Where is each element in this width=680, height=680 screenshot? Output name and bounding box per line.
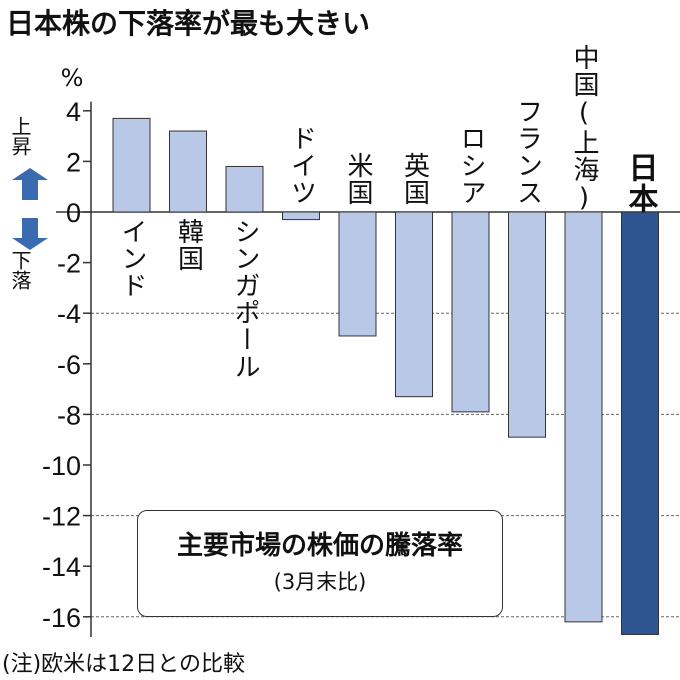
y-tick-label: 0 (66, 198, 81, 228)
footnote: (注)欧米は12日との比較 (2, 652, 245, 677)
category-label: 中国(上海) (569, 44, 599, 214)
down-label: 下落 (8, 250, 32, 290)
y-tick-label: 2 (66, 147, 81, 177)
y-unit-label: % (61, 64, 84, 92)
chart-title: 日本株の下落率が最も大きい (6, 7, 371, 40)
legend-title: 主要市場の株価の騰落率 (176, 531, 463, 561)
y-tick-label: -12 (42, 502, 81, 532)
y-tick-label: -4 (57, 299, 81, 329)
bar (395, 211, 433, 398)
y-tick-label: -16 (42, 603, 81, 633)
bar (451, 211, 490, 413)
category-label: フランス (512, 98, 543, 206)
category-label: 日本 (622, 152, 658, 214)
category-label: シンガポール (230, 218, 260, 380)
y-tick-label: -6 (57, 350, 81, 380)
legend-box: 主要市場の株価の騰落率 (3月末比) (137, 510, 503, 617)
category-label: 米国 (343, 152, 373, 206)
y-tick-label: 4 (66, 97, 81, 127)
bar (338, 211, 377, 337)
up-label: 上昇 (8, 116, 32, 156)
bar (225, 165, 264, 213)
y-tick-label: -14 (42, 552, 81, 582)
category-label: 英国 (399, 152, 430, 206)
bar (508, 211, 546, 438)
bar (564, 211, 603, 623)
category-label: インド (117, 218, 147, 299)
bar (112, 117, 151, 213)
bar (282, 211, 320, 221)
y-tick-label: -10 (42, 451, 81, 481)
down-arrow-icon (12, 218, 48, 250)
up-arrow-icon (12, 168, 48, 200)
y-tick-label: -8 (57, 400, 81, 430)
category-label: ドイツ (286, 125, 317, 206)
bar (621, 211, 659, 636)
category-label: 韓国 (173, 218, 204, 272)
category-label: ロシア (456, 125, 486, 206)
y-tick-label: -2 (57, 249, 81, 279)
bar (169, 130, 207, 213)
legend-subtitle: (3月末比) (273, 570, 367, 594)
